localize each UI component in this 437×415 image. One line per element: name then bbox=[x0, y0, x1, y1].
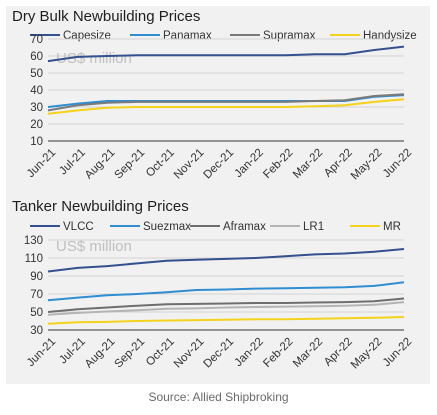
x-tick-label: Mar-22 bbox=[291, 147, 325, 181]
legend-label: MR bbox=[383, 221, 401, 233]
x-tick-label: Dec-21 bbox=[202, 147, 237, 182]
x-tick-label: Jun-21 bbox=[25, 336, 58, 369]
y-tick-label: 50 bbox=[30, 68, 43, 80]
legend-label: Capesize bbox=[63, 30, 111, 42]
legend-label: Panamax bbox=[163, 30, 212, 42]
chart-panel: Dry Bulk Newbuilding Prices Capesize Panam… bbox=[6, 6, 430, 384]
y-tick-label: 70 bbox=[30, 289, 43, 301]
x-tick-label: Dec-21 bbox=[202, 336, 237, 371]
legend-label: Handysize bbox=[363, 30, 417, 42]
chart-title: Dry Bulk Newbuilding Prices bbox=[12, 8, 200, 25]
x-tick-label: Jan-22 bbox=[233, 147, 266, 180]
series-line-aframax bbox=[47, 297, 405, 313]
series-line-capesize bbox=[47, 45, 405, 63]
x-tick-label: Sep-21 bbox=[113, 336, 148, 371]
x-tick-label: Oct-21 bbox=[144, 147, 177, 180]
legend-label: VLCC bbox=[63, 221, 94, 233]
x-tick-label: Jan-22 bbox=[233, 336, 266, 369]
series-line-lr1 bbox=[47, 301, 405, 316]
x-tick-label: May-22 bbox=[349, 336, 385, 372]
x-tick-label: Jun-22 bbox=[381, 336, 414, 369]
y-tick-label: 110 bbox=[25, 253, 43, 265]
series-line-mr bbox=[47, 316, 405, 325]
x-tick-label: Sep-21 bbox=[113, 147, 148, 182]
tanker-chart: Tanker Newbuilding Prices VLCC Suezmax Afra… bbox=[12, 198, 414, 372]
y-tick-label: 90 bbox=[30, 271, 43, 283]
series-line-handysize bbox=[47, 98, 405, 115]
series-line-vlcc bbox=[47, 248, 405, 273]
series-line-suezmax bbox=[47, 281, 405, 302]
x-tick-label: Aug-21 bbox=[83, 147, 118, 182]
series-line-supramax bbox=[47, 93, 405, 112]
x-tick-label: Jun-21 bbox=[25, 147, 58, 180]
legend-label: Suezmax bbox=[143, 221, 191, 233]
x-tick-label: Nov-21 bbox=[172, 336, 207, 371]
chart-title: Tanker Newbuilding Prices bbox=[12, 199, 189, 215]
x-tick-label: Feb-22 bbox=[261, 147, 295, 181]
y-tick-label: 30 bbox=[30, 102, 43, 114]
y-tick-label: 50 bbox=[30, 307, 43, 319]
dry-bulk-chart: Dry Bulk Newbuilding Prices Capesize Panam… bbox=[12, 8, 417, 183]
legend-label: LR1 bbox=[303, 221, 324, 233]
x-tick-label: Mar-22 bbox=[291, 336, 325, 370]
y-tick-label: 10 bbox=[30, 136, 43, 148]
unit-watermark: US$ million bbox=[56, 238, 132, 255]
y-tick-label: 30 bbox=[30, 325, 43, 337]
legend-label: Supramax bbox=[263, 30, 316, 42]
y-tick-label: 20 bbox=[30, 119, 43, 131]
unit-watermark: US$ million bbox=[56, 50, 132, 67]
y-tick-label: 130 bbox=[24, 235, 43, 247]
source-caption: Source: Allied Shipbroking bbox=[148, 390, 289, 404]
x-tick-label: Oct-21 bbox=[144, 336, 177, 369]
y-tick-label: 60 bbox=[30, 51, 43, 63]
x-tick-label: Feb-22 bbox=[261, 336, 295, 370]
y-tick-label: 70 bbox=[30, 34, 43, 46]
x-tick-label: Nov-21 bbox=[172, 147, 207, 182]
legend-label: Aframax bbox=[223, 221, 266, 233]
x-tick-label: Jun-22 bbox=[381, 147, 414, 180]
y-tick-label: 40 bbox=[30, 85, 43, 97]
x-tick-label: May-22 bbox=[349, 147, 385, 183]
x-tick-label: Aug-21 bbox=[83, 336, 118, 371]
